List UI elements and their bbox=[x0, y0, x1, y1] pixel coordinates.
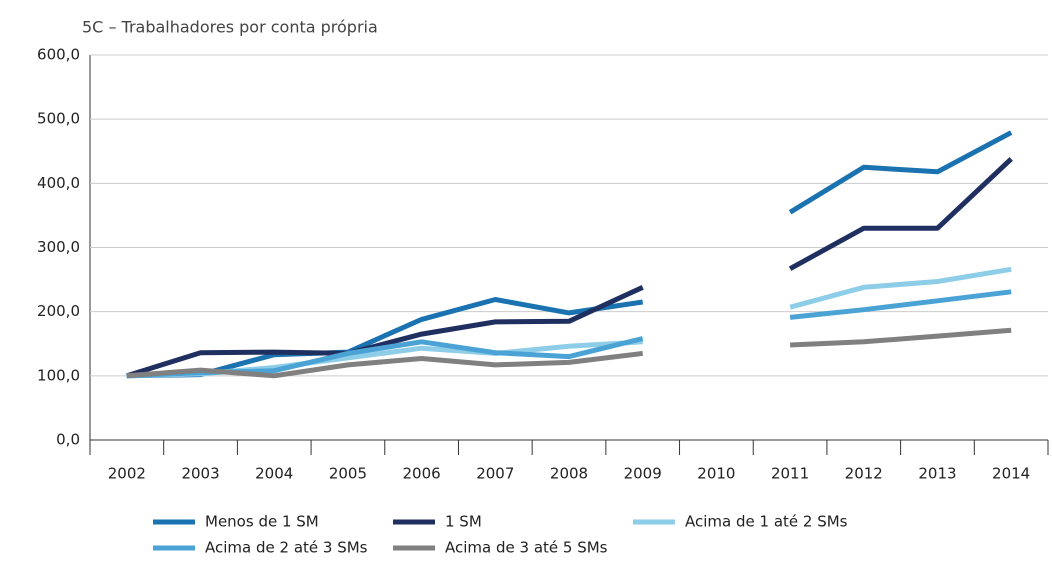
x-tick-label: 2008 bbox=[550, 465, 588, 483]
y-tick-label: 400,0 bbox=[37, 174, 80, 192]
x-tick-label: 2014 bbox=[992, 465, 1030, 483]
x-tick-label: 2013 bbox=[918, 465, 956, 483]
x-tick-label: 2011 bbox=[771, 465, 809, 483]
y-tick-label: 200,0 bbox=[37, 302, 80, 320]
series-line bbox=[126, 157, 1013, 379]
chart-title: 5C – Trabalhadores por conta própria bbox=[82, 18, 378, 37]
x-tick-label: 2006 bbox=[403, 465, 441, 483]
legend-label: Acima de 1 até 2 SMs bbox=[685, 513, 848, 531]
x-tick-label: 2003 bbox=[181, 465, 219, 483]
legend-label: Menos de 1 SM bbox=[205, 513, 319, 531]
legend-label: 1 SM bbox=[445, 513, 482, 531]
x-tick-label: 2002 bbox=[108, 465, 146, 483]
x-tick-label: 2005 bbox=[329, 465, 367, 483]
legend-label: Acima de 3 até 5 SMs bbox=[445, 539, 608, 557]
x-tick-label: 2009 bbox=[624, 465, 662, 483]
y-tick-label: 500,0 bbox=[37, 110, 80, 128]
legend-label: Acima de 2 até 3 SMs bbox=[205, 539, 368, 557]
x-tick-label: 2004 bbox=[255, 465, 293, 483]
x-tick-label: 2010 bbox=[697, 465, 735, 483]
x-tick-label: 2007 bbox=[476, 465, 514, 483]
y-tick-label: 0,0 bbox=[56, 431, 80, 449]
y-tick-label: 600,0 bbox=[37, 46, 80, 64]
series-line bbox=[126, 327, 1012, 379]
y-tick-label: 100,0 bbox=[37, 366, 80, 384]
x-tick-label: 2012 bbox=[845, 465, 883, 483]
y-tick-label: 300,0 bbox=[37, 238, 80, 256]
